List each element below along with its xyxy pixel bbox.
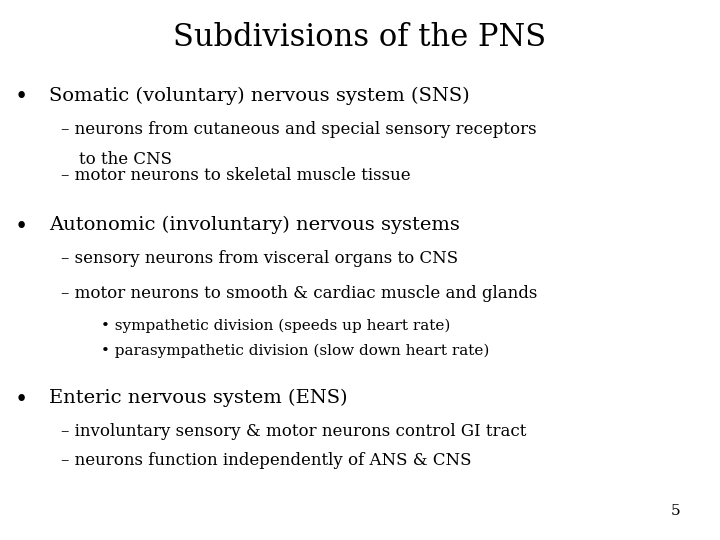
Text: – neurons from cutaneous and special sensory receptors: – neurons from cutaneous and special sen… <box>61 122 537 138</box>
Text: •: • <box>15 216 28 238</box>
Text: – motor neurons to smooth & cardiac muscle and glands: – motor neurons to smooth & cardiac musc… <box>61 285 538 301</box>
Text: – involuntary sensory & motor neurons control GI tract: – involuntary sensory & motor neurons co… <box>61 423 526 440</box>
Text: – motor neurons to skeletal muscle tissue: – motor neurons to skeletal muscle tissu… <box>61 167 411 184</box>
Text: Subdivisions of the PNS: Subdivisions of the PNS <box>174 22 546 52</box>
Text: to the CNS: to the CNS <box>79 151 172 168</box>
Text: 5: 5 <box>671 504 680 518</box>
Text: Somatic (voluntary) nervous system (SNS): Somatic (voluntary) nervous system (SNS) <box>49 86 469 105</box>
Text: Enteric nervous system (ENS): Enteric nervous system (ENS) <box>49 389 348 407</box>
Text: •: • <box>15 86 28 109</box>
Text: – neurons function independently of ANS & CNS: – neurons function independently of ANS … <box>61 452 472 469</box>
Text: • parasympathetic division (slow down heart rate): • parasympathetic division (slow down he… <box>101 344 489 359</box>
Text: – sensory neurons from visceral organs to CNS: – sensory neurons from visceral organs t… <box>61 250 459 267</box>
Text: •: • <box>15 389 28 411</box>
Text: Autonomic (involuntary) nervous systems: Autonomic (involuntary) nervous systems <box>49 216 460 234</box>
Text: • sympathetic division (speeds up heart rate): • sympathetic division (speeds up heart … <box>101 319 450 333</box>
